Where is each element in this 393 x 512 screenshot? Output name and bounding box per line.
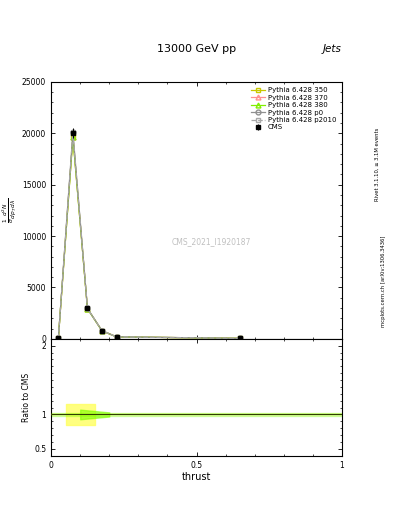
Pythia 6.428 350: [114, 334, 119, 340]
X-axis label: thrust: thrust: [182, 472, 211, 482]
Pythia 6.428 p0: [238, 335, 242, 342]
Y-axis label: Ratio to CMS: Ratio to CMS: [22, 373, 31, 422]
Line: Pythia 6.428 350: Pythia 6.428 350: [56, 134, 242, 341]
Legend: Pythia 6.428 350, Pythia 6.428 370, Pythia 6.428 380, Pythia 6.428 p0, Pythia 6.: Pythia 6.428 350, Pythia 6.428 370, Pyth…: [249, 86, 338, 133]
Pythia 6.428 p0: [114, 334, 119, 340]
Pythia 6.428 380: [114, 334, 119, 340]
Line: Pythia 6.428 370: Pythia 6.428 370: [56, 135, 242, 341]
Text: Rivet 3.1.10, ≥ 3.1M events: Rivet 3.1.10, ≥ 3.1M events: [375, 127, 380, 201]
Pythia 6.428 370: [114, 334, 119, 340]
Pythia 6.428 380: [238, 335, 242, 342]
Pythia 6.428 p2010: [56, 335, 61, 342]
Pythia 6.428 350: [71, 133, 75, 139]
Pythia 6.428 370: [85, 306, 90, 312]
Pythia 6.428 p0: [85, 305, 90, 311]
Pythia 6.428 380: [85, 306, 90, 312]
Pythia 6.428 350: [238, 335, 242, 342]
Pythia 6.428 p0: [100, 328, 105, 334]
Pythia 6.428 380: [56, 335, 61, 342]
Pythia 6.428 350: [100, 328, 105, 334]
Text: Jets: Jets: [323, 44, 342, 54]
Pythia 6.428 370: [56, 335, 61, 342]
Pythia 6.428 370: [100, 328, 105, 334]
Pythia 6.428 p2010: [85, 305, 90, 311]
Line: Pythia 6.428 p2010: Pythia 6.428 p2010: [56, 131, 242, 341]
Text: 13000 GeV pp: 13000 GeV pp: [157, 44, 236, 54]
Pythia 6.428 p2010: [71, 130, 75, 136]
Pythia 6.428 p2010: [114, 334, 119, 340]
Pythia 6.428 380: [71, 134, 75, 140]
Pythia 6.428 350: [56, 335, 61, 342]
Pythia 6.428 p0: [56, 335, 61, 342]
Pythia 6.428 p0: [71, 129, 75, 135]
Y-axis label: $\frac{1}{\sigma}\frac{d^{2}N}{d p_{T}\,d\lambda}$: $\frac{1}{\sigma}\frac{d^{2}N}{d p_{T}\,…: [1, 198, 19, 223]
Line: Pythia 6.428 p0: Pythia 6.428 p0: [56, 130, 242, 341]
Pythia 6.428 p2010: [100, 328, 105, 334]
Text: CMS_2021_I1920187: CMS_2021_I1920187: [171, 237, 251, 246]
Pythia 6.428 p2010: [238, 335, 242, 342]
Pythia 6.428 350: [85, 306, 90, 312]
Pythia 6.428 380: [100, 328, 105, 334]
Text: mcplots.cern.ch [arXiv:1306.3436]: mcplots.cern.ch [arXiv:1306.3436]: [381, 236, 386, 327]
Pythia 6.428 370: [71, 134, 75, 140]
Pythia 6.428 370: [238, 335, 242, 342]
Line: Pythia 6.428 380: Pythia 6.428 380: [56, 135, 242, 341]
